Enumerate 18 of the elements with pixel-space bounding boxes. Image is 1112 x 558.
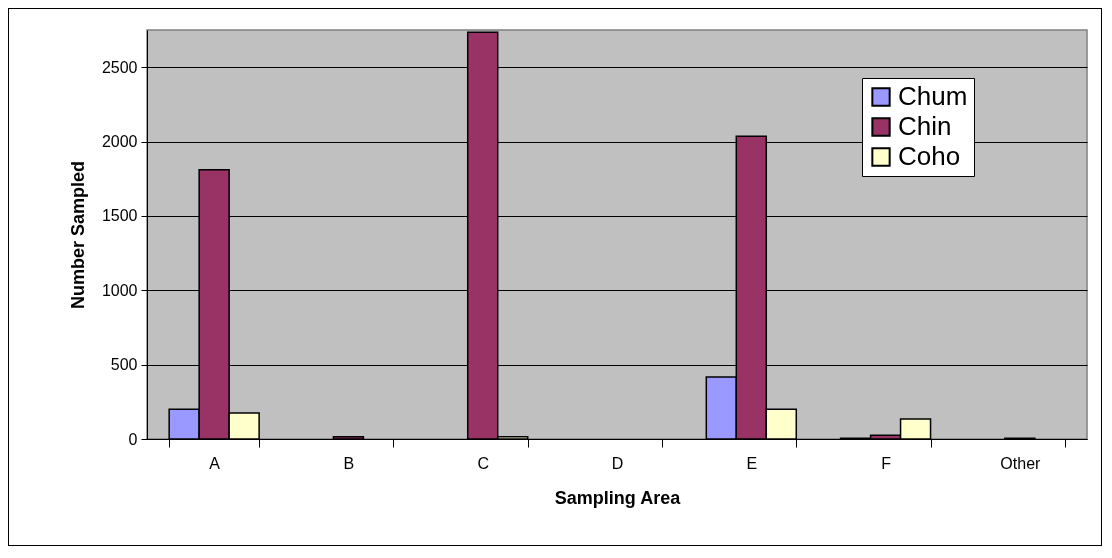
y-tick-label: 1000	[101, 281, 138, 299]
x-tick-label: D	[611, 454, 624, 472]
y-tick-label: 1500	[101, 207, 138, 225]
x-tick-label: F	[881, 454, 892, 472]
y-tick-label: 2500	[101, 58, 138, 76]
y-tick-label: 500	[110, 356, 138, 374]
x-tick-label: E	[746, 454, 758, 472]
y-tick-label: 0	[128, 430, 138, 448]
x-axis-title: Sampling Area	[554, 487, 682, 508]
legend-label: Chin	[898, 111, 952, 141]
x-tick-label: B	[343, 454, 355, 472]
x-tick-label: C	[477, 454, 489, 472]
y-axis-title: Number Sampled	[67, 160, 88, 310]
legend-label: Chum	[898, 81, 968, 111]
legend-label: Coho	[898, 141, 961, 171]
x-tick-label: Other	[1000, 454, 1042, 472]
y-tick-label: 2000	[101, 133, 138, 151]
x-tick-label: A	[209, 454, 221, 472]
